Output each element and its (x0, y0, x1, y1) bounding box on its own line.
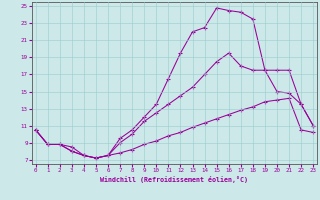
X-axis label: Windchill (Refroidissement éolien,°C): Windchill (Refroidissement éolien,°C) (100, 176, 248, 183)
